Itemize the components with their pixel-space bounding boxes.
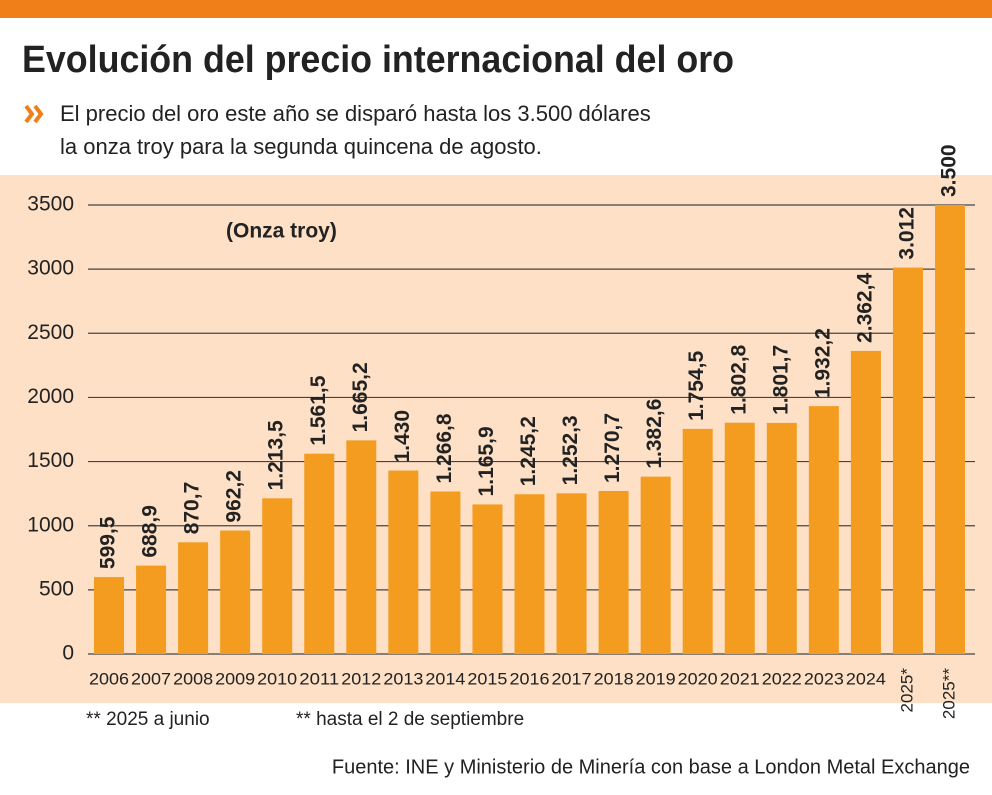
bar bbox=[640, 476, 671, 654]
y-tick-label: 500 bbox=[39, 577, 74, 600]
y-tick-label: 0 bbox=[62, 642, 74, 665]
x-tick-label: 2012 bbox=[341, 669, 381, 688]
x-tick-label: 2019 bbox=[636, 669, 676, 688]
footnote: ** hasta el 2 de septiembre bbox=[296, 709, 524, 730]
value-label: 1.665,2 bbox=[349, 362, 372, 432]
bar bbox=[808, 406, 839, 654]
source: Fuente: INE y Ministerio de Minería con … bbox=[332, 756, 970, 778]
bar bbox=[472, 504, 503, 654]
top-band bbox=[0, 0, 992, 18]
bar bbox=[388, 470, 419, 654]
value-label: 1.270,7 bbox=[601, 413, 624, 483]
bar bbox=[346, 440, 377, 654]
value-label: 2.362,4 bbox=[853, 273, 876, 343]
value-label: 1.430 bbox=[391, 410, 414, 463]
value-label: 1.165,9 bbox=[475, 426, 498, 496]
value-label: 688,9 bbox=[139, 505, 162, 558]
chevron-icon bbox=[24, 104, 44, 124]
x-tick-label: 2022 bbox=[762, 669, 802, 688]
bar bbox=[514, 494, 545, 654]
value-label: 3.500 bbox=[938, 144, 961, 197]
x-tick-label: 2014 bbox=[425, 669, 465, 688]
bar bbox=[682, 428, 713, 654]
y-tick-label: 3500 bbox=[27, 193, 74, 216]
x-tick-label: 2015 bbox=[467, 669, 507, 688]
x-tick-label: 2018 bbox=[594, 669, 634, 688]
value-label: 1.245,2 bbox=[517, 416, 540, 486]
x-tick-label: 2007 bbox=[131, 669, 171, 688]
value-label: 1.252,3 bbox=[559, 415, 582, 485]
subtitle-line: El precio del oro este año se disparó ha… bbox=[60, 101, 651, 126]
value-label: 3.012 bbox=[895, 207, 918, 260]
subtitle-line: la onza troy para la segunda quincena de… bbox=[60, 134, 542, 159]
x-tick-label: 2025** bbox=[939, 668, 958, 719]
x-tick-label: 2024 bbox=[846, 669, 886, 688]
bar bbox=[724, 422, 755, 654]
y-tick-label: 1000 bbox=[27, 513, 74, 536]
x-tick-label: 2011 bbox=[299, 669, 339, 688]
x-tick-label: 2016 bbox=[510, 669, 550, 688]
value-label: 1.932,2 bbox=[811, 328, 834, 398]
bar bbox=[220, 530, 251, 654]
value-label: 1.754,5 bbox=[685, 351, 708, 421]
bar bbox=[178, 542, 209, 654]
bar bbox=[935, 205, 965, 654]
x-tick-label: 2021 bbox=[720, 669, 760, 688]
x-tick-label: 2010 bbox=[257, 669, 297, 688]
bar bbox=[892, 267, 923, 654]
bar bbox=[556, 493, 587, 654]
value-label: 1.382,6 bbox=[643, 399, 666, 469]
bar bbox=[850, 350, 881, 654]
value-label: 1.561,5 bbox=[307, 375, 330, 445]
y-tick-label: 1500 bbox=[27, 449, 74, 472]
y-tick-label: 2000 bbox=[27, 385, 74, 408]
value-label: 1.213,5 bbox=[265, 420, 288, 490]
annotation: (Onza troy) bbox=[226, 220, 337, 243]
x-tick-label: 2023 bbox=[804, 669, 844, 688]
x-tick-label: 2006 bbox=[89, 669, 129, 688]
x-tick-label: 2017 bbox=[552, 669, 592, 688]
chart-title: Evolución del precio internacional del o… bbox=[22, 39, 734, 81]
y-tick-label: 3000 bbox=[27, 257, 74, 280]
footnote: ** 2025 a junio bbox=[86, 709, 210, 730]
value-label: 962,2 bbox=[223, 470, 246, 523]
value-label: 599,5 bbox=[97, 516, 120, 569]
bar bbox=[598, 490, 629, 654]
x-tick-label: 2025* bbox=[897, 668, 916, 713]
x-tick-label: 2009 bbox=[215, 669, 255, 688]
value-label: 1.802,8 bbox=[727, 344, 750, 414]
x-tick-label: 2008 bbox=[173, 669, 213, 688]
x-tick-label: 2020 bbox=[678, 669, 718, 688]
y-tick-label: 2500 bbox=[27, 321, 74, 344]
value-label: 1.801,7 bbox=[769, 345, 792, 415]
value-label: 1.266,8 bbox=[433, 413, 456, 483]
bar bbox=[94, 577, 124, 654]
bar bbox=[262, 498, 293, 654]
value-label: 870,7 bbox=[181, 482, 204, 535]
bar bbox=[430, 491, 461, 654]
bar bbox=[136, 565, 167, 654]
bar bbox=[766, 422, 797, 654]
bar bbox=[304, 453, 335, 654]
x-tick-label: 2013 bbox=[383, 669, 423, 688]
